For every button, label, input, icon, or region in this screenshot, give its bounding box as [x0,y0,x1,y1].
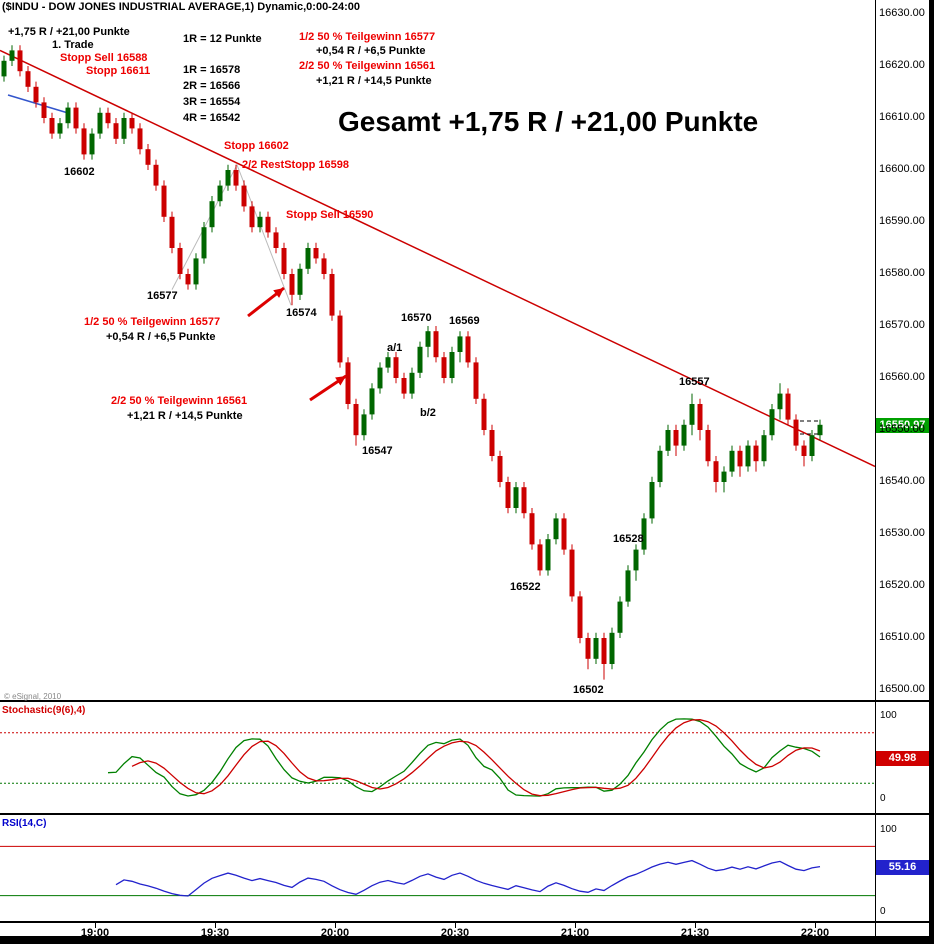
stochastic-value-badge: 49.98 [876,751,929,766]
annotation: Stopp 16611 [86,65,151,77]
price-axis-label: 16590.00 [879,215,925,227]
annotation: Stopp Sell 16590 [286,209,374,221]
rsi-value-badge: 55.16 [876,860,929,875]
annotation: 3R = 16554 [183,96,241,108]
time-axis-label: 21:00 [560,927,590,939]
annotation: 16602 [64,166,95,178]
price-axis-label: 16550.00 [879,423,925,435]
price-axis-label: 16620.00 [879,59,925,71]
time-axis-label: 20:00 [320,927,350,939]
window-right-edge [929,0,934,944]
time-axis-tick [95,922,96,928]
rsi-panel[interactable] [0,816,875,921]
annotation: Stopp 16602 [224,140,289,152]
rsi-scale-bottom: 0 [880,906,886,917]
last-price-badge: 16550.97 [876,418,929,433]
price-axis-label: 16570.00 [879,319,925,331]
price-axis-label: 16520.00 [879,579,925,591]
price-axis-label: 16540.00 [879,475,925,487]
annotation: 4R = 16542 [183,112,241,124]
time-axis-tick [695,922,696,928]
rsi-scale-top: 100 [880,824,897,835]
time-axis-label: 21:30 [680,927,710,939]
annotation: 16522 [510,581,541,593]
time-axis-tick [335,922,336,928]
panel-separator [0,813,929,815]
annotation: +0,54 R / +6,5 Punkte [316,45,426,57]
annotation: 16547 [362,445,393,457]
annotation: 2/2 50 % Teilgewinn 16561 [111,395,248,407]
annotation: 16528 [613,533,644,545]
time-axis-label: 22:00 [800,927,830,939]
price-axis-label: 16610.00 [879,111,925,123]
window-bottom-edge [0,936,934,944]
panel-separator [0,921,929,923]
rsi-label: RSI(14,C) [2,818,47,829]
time-axis-tick [815,922,816,928]
price-axis-label: 16560.00 [879,371,925,383]
price-axis-label: 16500.00 [879,683,925,695]
stochastic-panel[interactable] [0,703,875,813]
annotation: 1/2 50 % Teilgewinn 16577 [84,316,221,328]
annotation: 2R = 16566 [183,80,241,92]
annotation: +1,21 R / +14,5 Punkte [316,75,432,87]
time-axis-label: 19:30 [200,927,230,939]
annotation: b/2 [420,407,436,419]
annotation: 16557 [679,376,710,388]
annotation: Gesamt +1,75 R / +21,00 Punkte [338,106,759,137]
stochastic-label: Stochastic(9(6),4) [2,705,86,716]
price-axis-label: 16580.00 [879,267,925,279]
annotation: 2/2 RestStopp 16598 [242,159,349,171]
chart-title: ($INDU - DOW JONES INDUSTRIAL AVERAGE,1)… [2,1,360,13]
price-axis-label: 16630.00 [879,7,925,19]
annotation: Stopp Sell 16588 [60,52,148,64]
stoch-scale-top: 100 [880,710,897,721]
stoch-scale-bottom: 0 [880,793,886,804]
time-axis-label: 19:00 [80,927,110,939]
annotation: 1/2 50 % Teilgewinn 16577 [299,31,436,43]
time-axis-tick [455,922,456,928]
time-axis-label: 20:30 [440,927,470,939]
price-axis-label: 16510.00 [879,631,925,643]
price-axis-label: 16530.00 [879,527,925,539]
annotation: 1. Trade [52,39,94,51]
annotation: a/1 [387,342,403,354]
annotation: 16502 [573,684,604,696]
price-axis-label: 16600.00 [879,163,925,175]
annotation: 2/2 50 % Teilgewinn 16561 [299,60,436,72]
panel-separator [0,700,929,702]
annotation: 1R = 16578 [183,64,241,76]
annotation: +1,75 R / +21,00 Punkte [8,26,130,38]
annotation: © eSignal, 2010 [4,692,62,701]
annotation: 16569 [449,315,480,327]
time-axis-tick [215,922,216,928]
annotation: 16570 [401,312,432,324]
annotation: +0,54 R / +6,5 Punkte [106,331,216,343]
annotation: 16574 [286,307,317,319]
annotation: 1R = 12 Punkte [183,33,262,45]
axis-separator [875,0,876,936]
time-axis-tick [575,922,576,928]
candlestick-chart[interactable] [0,16,875,702]
annotation: +1,21 R / +14,5 Punkte [127,410,243,422]
annotation: 16577 [147,290,178,302]
